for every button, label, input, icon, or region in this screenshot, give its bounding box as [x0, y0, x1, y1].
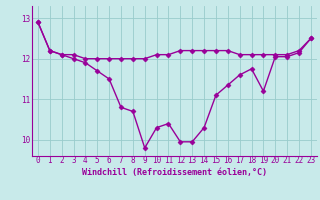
X-axis label: Windchill (Refroidissement éolien,°C): Windchill (Refroidissement éolien,°C)	[82, 168, 267, 177]
